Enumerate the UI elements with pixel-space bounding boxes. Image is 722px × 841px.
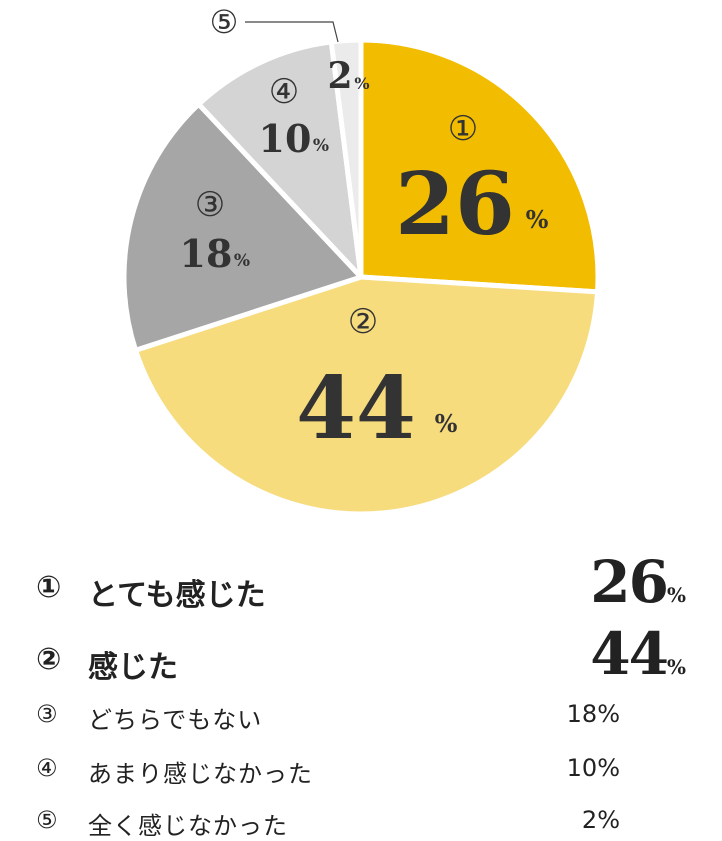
pie-slice-3 [121,101,364,353]
pie-slice-2 [133,274,601,517]
slice-1-value: 26 [395,154,515,255]
slice-1-unit: % [526,205,549,234]
legend-value: 10% [566,754,620,782]
pie-slice-5 [328,37,364,280]
pie-chart: ①26 %②44 %③18 %④10 %2 %⑤ [121,3,601,517]
slice-3-unit: % [234,251,250,271]
legend-value: 44% [590,620,686,688]
slice-5-unit: % [354,74,369,93]
slice-3-value: 18 [180,231,233,276]
slice-2-unit: % [435,409,458,438]
slice-4-unit: % [313,136,329,156]
slice-2-marker: ② [348,302,378,342]
slice-3-marker: ③ [195,185,225,225]
legend-value: 18% [566,700,620,728]
legend-marker: ① [36,570,62,605]
legend-marker: ③ [36,700,58,728]
legend-label: 感じた [88,650,178,685]
slice-4-value: 10 [259,116,312,161]
slice-1-marker: ① [448,109,478,149]
pie-slice-4 [196,39,364,280]
slice-5-marker: ⑤ [210,3,239,41]
legend-label: あまり感じなかった [88,760,313,788]
legend-row-1: ① とても感じた 26% [36,548,686,616]
legend-marker: ④ [36,754,58,782]
legend-label: とても感じた [88,578,266,613]
legend-row-2: ② 感じた 44% [36,620,686,690]
legend-value: 26% [590,548,686,616]
slice-4-marker: ④ [269,72,299,112]
slice-2-value: 44 [296,358,416,459]
legend-value: 2% [581,806,620,834]
slice-5-value: 2 [327,55,352,97]
slice-5-leader-line [245,21,339,43]
legend-label: 全く感じなかった [88,812,288,840]
legend-marker: ⑤ [36,806,58,834]
legend-label: どちらでもない [88,706,263,734]
pie-slice-1 [358,37,601,295]
legend-marker: ② [36,642,62,677]
